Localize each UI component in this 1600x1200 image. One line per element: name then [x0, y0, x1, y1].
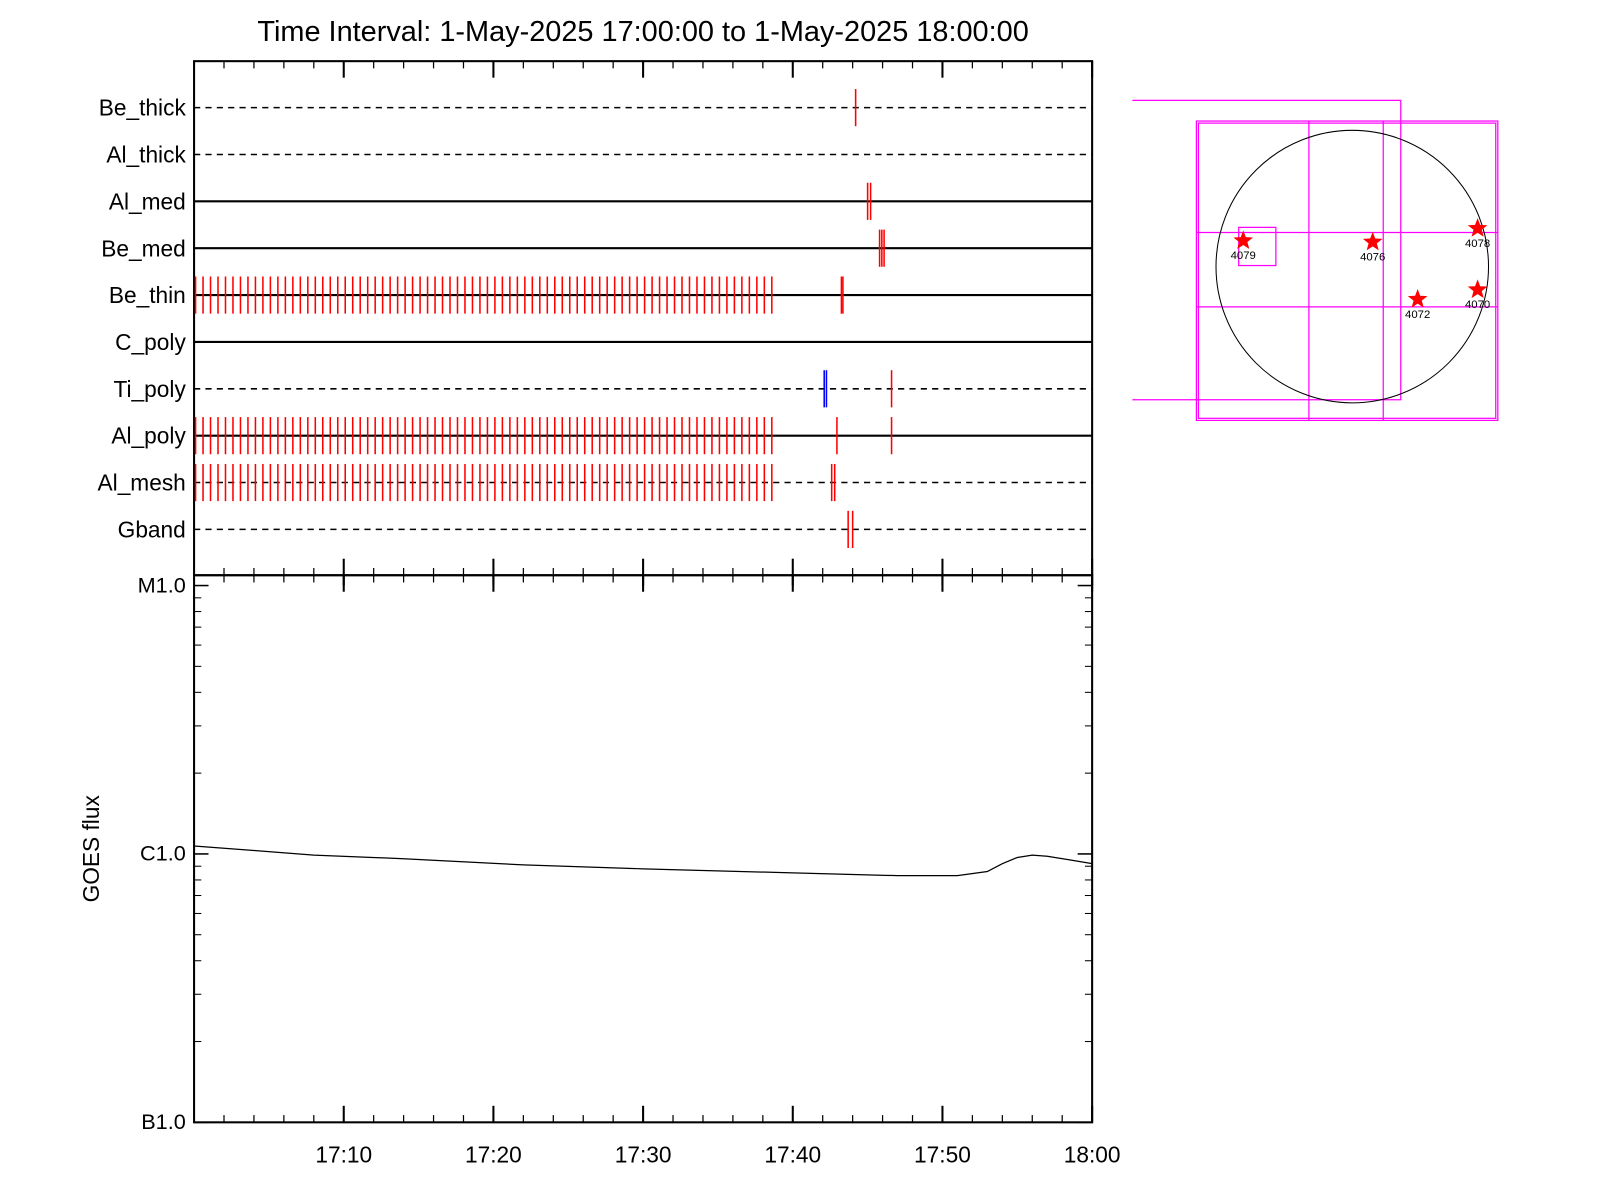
region-star — [1407, 288, 1428, 308]
row-label: C_poly — [115, 329, 186, 355]
region-star — [1467, 218, 1488, 237]
row-label: Be_thin — [109, 282, 186, 308]
y-tick-label: M1.0 — [138, 572, 186, 597]
row-label: Al_thick — [106, 142, 186, 168]
x-tick-label: 17:30 — [615, 1141, 672, 1167]
region-label: 4078 — [1465, 238, 1490, 250]
region-star — [1362, 231, 1383, 251]
row-label: Gband — [118, 516, 186, 542]
region-label: 4079 — [1231, 250, 1256, 262]
row-label: Al_med — [109, 188, 186, 214]
fov-box — [1197, 122, 1497, 419]
region-label: 4076 — [1360, 252, 1385, 264]
x-tick-label: 17:20 — [465, 1141, 522, 1167]
row-label: Be_thick — [99, 95, 187, 121]
region-star — [1233, 230, 1254, 250]
x-tick-label: 18:00 — [1064, 1141, 1121, 1167]
x-tick-label: 17:10 — [315, 1141, 372, 1167]
y-tick-label: B1.0 — [141, 1109, 186, 1134]
x-tick-label: 17:50 — [914, 1141, 971, 1167]
flux-line — [194, 845, 1093, 877]
row-label: Al_mesh — [98, 470, 186, 496]
solar-disk — [1215, 129, 1490, 404]
region-label: 4070 — [1465, 299, 1490, 311]
row-label: Be_med — [101, 235, 186, 261]
y-axis-label: GOES flux — [78, 795, 104, 903]
region-label: 4072 — [1405, 309, 1430, 321]
fov-boxes — [1132, 99, 1499, 422]
row-label: Ti_poly — [114, 376, 187, 402]
y-tick-label: C1.0 — [140, 841, 186, 866]
chart-title: Time Interval: 1-May-2025 17:00:00 to 1-… — [257, 16, 1028, 48]
x-tick-label: 17:40 — [764, 1141, 821, 1167]
fov-box — [1195, 120, 1499, 422]
fov-outline — [1132, 99, 1402, 401]
region-star — [1467, 279, 1488, 299]
row-label: Al_poly — [111, 423, 186, 449]
